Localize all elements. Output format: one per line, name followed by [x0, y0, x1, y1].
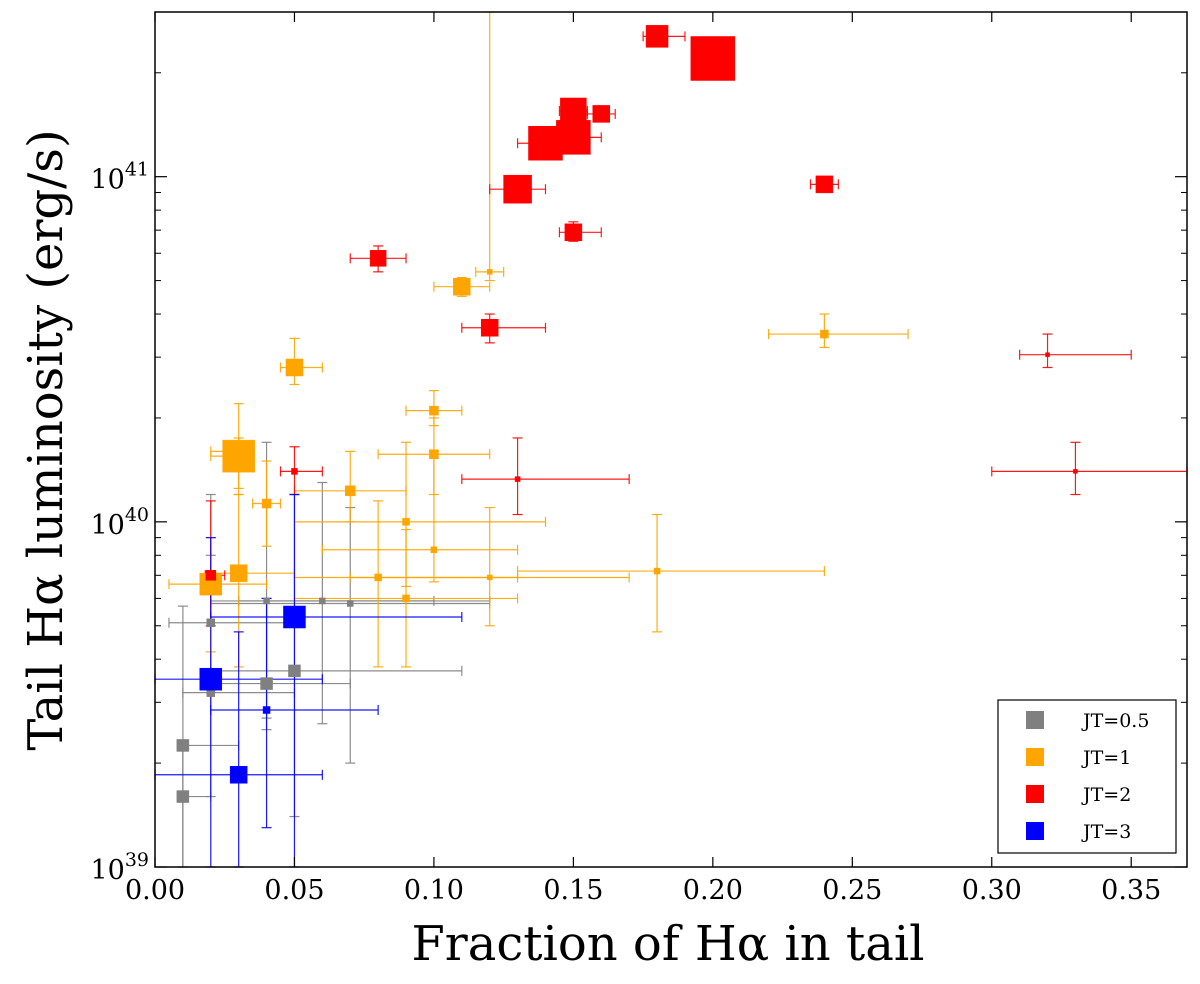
x-tick-label-1: 0.05	[264, 875, 324, 906]
axis-ticks-layer: 0.00 0.05 0.10 0.15 0.20 0.25 0.30 0.35 1039 1040…	[90, 11, 1187, 906]
marker-jt-1-16	[653, 567, 661, 575]
legend-label-1: JT=1	[1081, 747, 1131, 769]
marker-jt-2-5	[503, 174, 532, 204]
marker-jt-1-13	[453, 277, 471, 296]
legend-swatch-1	[1026, 748, 1044, 766]
marker-jt-3-3	[283, 605, 306, 629]
error-bars-layer	[154, 11, 1188, 868]
marker-jt-1-1	[229, 564, 248, 582]
x-tick-label-0: 0.00	[125, 875, 185, 906]
marker-jt-2-2	[369, 250, 387, 267]
marker-jt-0-5-5	[263, 597, 270, 605]
marker-jt-2-0	[205, 570, 217, 581]
errorbar-0-8	[210, 506, 491, 764]
x-axis-label: Fraction of Hα in tail	[411, 916, 924, 972]
errorbar-2-1	[279, 446, 323, 496]
marker-jt-2-13	[815, 175, 834, 194]
marker-jt-1-8	[402, 518, 410, 526]
legend-swatch-2	[1026, 785, 1044, 803]
marker-jt-1-5	[285, 358, 304, 377]
x-tick-label-4: 0.20	[683, 875, 743, 906]
errorbar-1-1	[210, 493, 296, 668]
errorbar-1-17	[768, 313, 909, 349]
errorbar-2-0	[204, 500, 226, 627]
x-tick-label-2: 0.10	[404, 875, 464, 906]
legend-label-2: JT=2	[1081, 784, 1131, 806]
y-tick-label-2: 1041	[90, 159, 149, 196]
y-tick-label-1: 1040	[90, 504, 149, 541]
plot-frame	[154, 11, 1188, 868]
marker-jt-2-12	[690, 36, 736, 81]
marker-jt-1-11	[429, 449, 439, 459]
legend: JT=0.5 JT=1 JT=2 JT=3	[997, 699, 1177, 854]
marker-jt-1-14	[486, 269, 493, 275]
marker-jt-1-3	[230, 443, 247, 460]
legend-swatch-0	[1026, 711, 1044, 729]
errorbar-2-14	[1019, 333, 1132, 369]
errorbar-0-5	[238, 441, 491, 719]
marker-jt-0-5-2	[206, 618, 216, 628]
markers-layer	[176, 25, 1078, 803]
marker-jt-2-9	[564, 223, 583, 242]
errorbar-1-7	[293, 500, 630, 668]
errorbar-2-4	[461, 437, 630, 516]
marker-jt-1-7	[374, 573, 382, 582]
errorbar-2-15	[991, 441, 1188, 496]
marker-jt-0-5-0	[176, 790, 190, 803]
errorbar-1-16	[516, 513, 826, 633]
marker-jt-3-2	[262, 706, 271, 714]
marker-jt-0-5-8	[346, 600, 354, 607]
errorbar-2-3	[461, 313, 547, 344]
marker-jt-2-3	[480, 319, 499, 337]
marker-jt-0-5-4	[260, 677, 273, 690]
legend-label-0: JT=0.5	[1081, 710, 1149, 732]
errorbar-1-14	[475, 11, 505, 282]
x-tick-label-3: 0.15	[543, 875, 603, 906]
marker-jt-1-6	[344, 485, 356, 497]
marker-jt-2-1	[291, 468, 298, 475]
marker-jt-2-14	[1045, 352, 1050, 357]
marker-jt-2-10	[592, 105, 611, 123]
marker-jt-1-4	[261, 498, 272, 509]
marker-jt-1-15	[486, 574, 493, 581]
marker-jt-2-15	[1073, 469, 1078, 474]
errorbar-0-6	[210, 493, 463, 818]
marker-jt-2-8	[560, 97, 587, 125]
x-tick-label-7: 0.35	[1101, 875, 1161, 906]
y-axis-label: Tail Hα luminosity (erg/s)	[18, 129, 74, 750]
y-tick-label-0: 1039	[90, 849, 149, 886]
marker-jt-0-5-7	[319, 597, 326, 605]
marker-jt-1-17	[820, 329, 829, 339]
marker-jt-2-4	[514, 476, 521, 482]
legend-label-3: JT=3	[1081, 821, 1131, 843]
errorbar-0-1	[176, 605, 240, 868]
errorbar-1-12	[321, 450, 519, 583]
marker-jt-1-10	[429, 405, 439, 416]
legend-swatch-3	[1026, 822, 1044, 840]
x-tick-label-6: 0.30	[962, 875, 1022, 906]
marker-jt-3-0	[199, 667, 223, 691]
marker-jt-2-7	[556, 120, 591, 155]
marker-jt-0-5-1	[176, 739, 190, 752]
errorbar-0-2	[168, 493, 296, 689]
x-tick-label-5: 0.25	[822, 875, 882, 906]
errorbar-3-3	[210, 493, 463, 868]
marker-jt-1-9	[402, 594, 410, 603]
errorbar-1-8	[293, 441, 547, 588]
marker-jt-2-11	[645, 25, 669, 48]
marker-jt-0-5-6	[288, 664, 301, 678]
marker-jt-3-1	[229, 766, 248, 784]
marker-jt-1-12	[430, 546, 438, 554]
